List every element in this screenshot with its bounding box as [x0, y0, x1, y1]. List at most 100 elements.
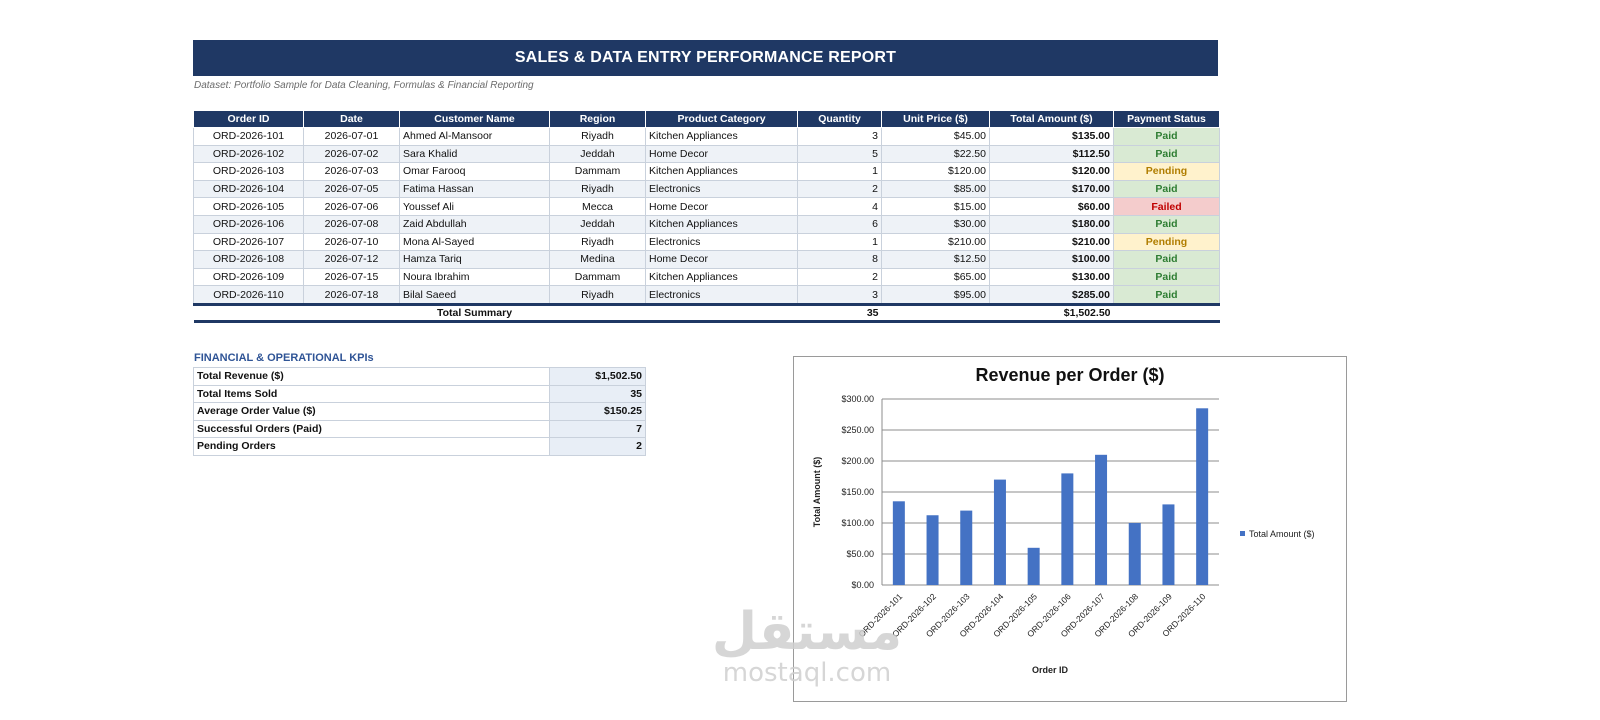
- kpi-label: Total Revenue ($): [193, 367, 550, 386]
- table-row[interactable]: ORD-2026-104 2026-07-05 Fatima Hassan Riyad…: [193, 179, 1220, 199]
- cell-total: $135.00: [989, 127, 1114, 146]
- cell-region: Jeddah: [549, 144, 646, 164]
- cell-category: Home Decor: [645, 250, 798, 269]
- y-tick-label: $250.00: [841, 425, 874, 435]
- cell-order-id: ORD-2026-108: [193, 250, 304, 269]
- legend-swatch: [1240, 531, 1245, 536]
- cell-order-id: ORD-2026-104: [193, 179, 304, 199]
- report-title: SALES & DATA ENTRY PERFORMANCE REPORT: [193, 40, 1218, 76]
- cell-payment-status: Paid: [1113, 285, 1220, 305]
- kpi-label: Total Items Sold: [193, 384, 550, 403]
- column-header[interactable]: Order ID: [193, 110, 304, 128]
- chart-bar: [892, 501, 905, 585]
- column-header[interactable]: Payment Status: [1113, 110, 1220, 128]
- table-row[interactable]: ORD-2026-106 2026-07-08 Zaid Abdullah Jedda…: [193, 214, 1220, 234]
- chart-title: Revenue per Order ($): [975, 365, 1164, 385]
- table-row[interactable]: ORD-2026-108 2026-07-12 Hamza Tariq Medina H…: [193, 250, 1220, 269]
- cell-quantity: 5: [797, 144, 882, 164]
- cell-customer: Ahmed Al-Mansoor: [399, 127, 550, 146]
- report-subtitle: Dataset: Portfolio Sample for Data Clean…: [194, 80, 534, 91]
- cell-total: $180.00: [989, 214, 1114, 234]
- y-tick-label: $50.00: [846, 549, 874, 559]
- cell-customer: Fatima Hassan: [399, 179, 550, 199]
- cell-order-id: ORD-2026-106: [193, 214, 304, 234]
- cell-category: Kitchen Appliances: [645, 267, 798, 287]
- kpi-value: 7: [549, 419, 646, 438]
- cell-total: $120.00: [989, 162, 1114, 181]
- cell-payment-status: Pending: [1113, 162, 1220, 181]
- table-row[interactable]: ORD-2026-107 2026-07-10 Mona Al-Sayed Riyad…: [193, 232, 1220, 252]
- column-header[interactable]: Date: [303, 110, 400, 128]
- cell-date: 2026-07-10: [303, 232, 400, 252]
- summary-total: $1,502.50: [989, 302, 1114, 323]
- table-row[interactable]: ORD-2026-110 2026-07-18 Bilal Saeed Riyadh E…: [193, 285, 1220, 305]
- table-row[interactable]: ORD-2026-109 2026-07-15 Noura Ibrahim Damma…: [193, 267, 1220, 287]
- kpi-row: Pending Orders 2: [193, 437, 646, 456]
- cell-total: $100.00: [989, 250, 1114, 269]
- revenue-chart-svg: Revenue per Order ($) $0.00 $50.00 $100.00 $…: [812, 365, 1315, 675]
- column-header[interactable]: Quantity: [797, 110, 882, 128]
- cell-unit-price: $15.00: [881, 197, 990, 216]
- cell-category: Home Decor: [645, 144, 798, 164]
- x-axis-label: Order ID: [1032, 665, 1069, 675]
- table-row[interactable]: ORD-2026-101 2026-07-01 Ahmed Al-Mansoor Ri…: [193, 127, 1220, 146]
- y-tick-label: $200.00: [841, 456, 874, 466]
- kpi-label: Pending Orders: [193, 437, 550, 456]
- cell-total: $285.00: [989, 285, 1114, 305]
- cell-unit-price: $45.00: [881, 127, 990, 146]
- cell-unit-price: $210.00: [881, 232, 990, 252]
- column-header[interactable]: Product Category: [645, 110, 798, 128]
- column-header[interactable]: Customer Name: [399, 110, 550, 128]
- cell-unit-price: $30.00: [881, 214, 990, 234]
- cell-quantity: 3: [797, 285, 882, 305]
- cell-category: Kitchen Appliances: [645, 214, 798, 234]
- cell-region: Riyadh: [549, 179, 646, 199]
- cell-customer: Sara Khalid: [399, 144, 550, 164]
- cell-total: $210.00: [989, 232, 1114, 252]
- cell-unit-price: $12.50: [881, 250, 990, 269]
- table-row[interactable]: ORD-2026-103 2026-07-03 Omar Farooq Dammam K…: [193, 162, 1220, 181]
- chart-bar: [926, 515, 939, 585]
- chart-bar: [960, 510, 973, 585]
- cell-quantity: 4: [797, 197, 882, 216]
- kpi-row: Total Items Sold 35: [193, 384, 646, 403]
- chart-bar: [1128, 523, 1141, 585]
- cell-customer: Hamza Tariq: [399, 250, 550, 269]
- cell-unit-price: $95.00: [881, 285, 990, 305]
- cell-quantity: 1: [797, 232, 882, 252]
- kpi-value: $150.25: [549, 402, 646, 421]
- y-axis-label: Total Amount ($): [812, 457, 822, 528]
- cell-category: Home Decor: [645, 197, 798, 216]
- cell-customer: Omar Farooq: [399, 162, 550, 181]
- y-tick-label: $150.00: [841, 487, 874, 497]
- cell-order-id: ORD-2026-105: [193, 197, 304, 216]
- cell-date: 2026-07-12: [303, 250, 400, 269]
- kpi-row: Total Revenue ($) $1,502.50: [193, 367, 646, 386]
- chart-bar: [1095, 454, 1108, 585]
- cell-quantity: 6: [797, 214, 882, 234]
- kpi-label: Average Order Value ($): [193, 402, 550, 421]
- summary-row: Total Summary 35 $1,502.50: [193, 302, 1220, 323]
- column-header[interactable]: Region: [549, 110, 646, 128]
- cell-order-id: ORD-2026-103: [193, 162, 304, 181]
- cell-customer: Zaid Abdullah: [399, 214, 550, 234]
- revenue-chart: Revenue per Order ($) $0.00 $50.00 $100.00 $…: [793, 356, 1347, 702]
- kpi-value: 2: [549, 437, 646, 456]
- table-row[interactable]: ORD-2026-102 2026-07-02 Sara Khalid Jeddah H…: [193, 144, 1220, 164]
- cell-region: Dammam: [549, 162, 646, 181]
- column-header[interactable]: Total Amount ($): [989, 110, 1114, 128]
- y-tick-label: $0.00: [851, 580, 874, 590]
- cell-date: 2026-07-01: [303, 127, 400, 146]
- cell-region: Mecca: [549, 197, 646, 216]
- cell-quantity: 1: [797, 162, 882, 181]
- kpi-row: Average Order Value ($) $150.25: [193, 402, 646, 421]
- cell-quantity: 2: [797, 179, 882, 199]
- cell-order-id: ORD-2026-101: [193, 127, 304, 146]
- cell-payment-status: Paid: [1113, 214, 1220, 234]
- cell-order-id: ORD-2026-109: [193, 267, 304, 287]
- cell-payment-status: Paid: [1113, 179, 1220, 199]
- cell-category: Electronics: [645, 232, 798, 252]
- table-row[interactable]: ORD-2026-105 2026-07-06 Youssef Ali Mecca Ho…: [193, 197, 1220, 216]
- cell-payment-status: Paid: [1113, 267, 1220, 287]
- column-header[interactable]: Unit Price ($): [881, 110, 990, 128]
